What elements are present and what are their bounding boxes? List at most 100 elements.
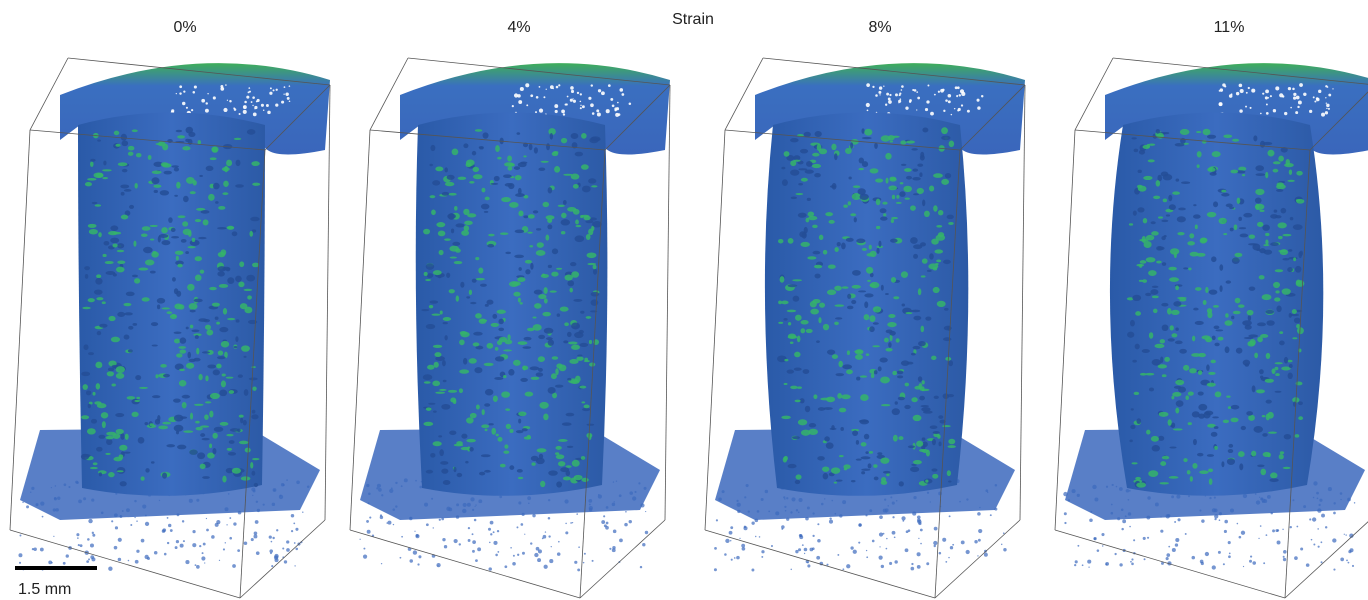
debris xyxy=(1160,530,1163,533)
grain xyxy=(1223,135,1232,139)
grain xyxy=(439,449,444,456)
grain xyxy=(114,131,120,136)
grain xyxy=(1266,400,1272,404)
grain xyxy=(161,162,169,167)
debris xyxy=(565,523,567,525)
grain xyxy=(1143,176,1152,180)
grain xyxy=(901,360,910,365)
grain xyxy=(1178,208,1186,211)
debris xyxy=(775,511,779,515)
grain xyxy=(562,422,572,426)
grain xyxy=(1131,137,1136,139)
grain xyxy=(176,130,182,133)
grain xyxy=(443,480,451,485)
grain xyxy=(238,282,244,288)
grain xyxy=(182,146,190,150)
debris xyxy=(1297,106,1299,108)
grain xyxy=(912,177,921,180)
debris xyxy=(1327,86,1329,88)
debris xyxy=(603,515,605,517)
grain xyxy=(1249,287,1256,291)
grain xyxy=(479,318,487,323)
grain xyxy=(123,303,131,306)
grain xyxy=(534,290,543,295)
grain xyxy=(579,343,588,347)
grain xyxy=(254,483,258,487)
grain xyxy=(209,444,212,449)
grain xyxy=(1279,454,1284,459)
grain xyxy=(1130,425,1135,429)
debris xyxy=(1262,501,1264,503)
grain xyxy=(1168,267,1176,271)
grain xyxy=(796,474,802,479)
grain xyxy=(431,210,436,216)
grain xyxy=(220,249,226,255)
grain xyxy=(1169,204,1176,210)
grain xyxy=(1135,344,1140,350)
rendering xyxy=(10,58,330,598)
grain xyxy=(110,238,119,244)
debris xyxy=(1144,558,1146,560)
grain xyxy=(1265,379,1274,383)
grain xyxy=(95,204,101,206)
debris xyxy=(1266,104,1268,106)
grain xyxy=(445,182,454,186)
grain xyxy=(860,394,869,401)
grain xyxy=(509,202,519,208)
debris xyxy=(1175,538,1179,542)
grain xyxy=(136,153,142,157)
grain xyxy=(1215,391,1222,397)
grain xyxy=(1266,320,1274,326)
grain xyxy=(155,143,162,145)
grain xyxy=(252,458,259,460)
debris xyxy=(522,552,525,555)
grain xyxy=(1151,231,1159,235)
debris xyxy=(478,499,482,503)
grain xyxy=(143,247,153,253)
grain xyxy=(518,162,527,167)
grain xyxy=(529,144,533,150)
debris xyxy=(395,482,397,484)
debris xyxy=(88,519,92,523)
grain xyxy=(1160,339,1165,343)
grain xyxy=(567,280,574,286)
grain xyxy=(423,229,430,235)
grain xyxy=(1275,362,1283,364)
grain xyxy=(475,129,482,132)
grain xyxy=(97,403,107,408)
debris xyxy=(417,563,419,565)
debris xyxy=(619,494,622,497)
debris xyxy=(295,548,298,551)
grain xyxy=(560,307,569,312)
grain xyxy=(216,364,221,369)
grain xyxy=(813,251,821,255)
debris xyxy=(454,539,458,543)
debris xyxy=(640,566,642,568)
box-edge xyxy=(1055,530,1285,598)
grain xyxy=(878,241,881,248)
debris xyxy=(883,86,884,87)
grain xyxy=(1251,451,1256,457)
grain xyxy=(1161,236,1165,240)
grain xyxy=(544,328,554,334)
debris xyxy=(203,543,206,546)
grain xyxy=(1200,237,1207,242)
grain xyxy=(485,389,493,396)
grain xyxy=(226,434,233,437)
debris xyxy=(1001,544,1002,545)
grain xyxy=(201,210,210,214)
debris xyxy=(572,98,573,99)
grain xyxy=(1255,165,1264,171)
grain xyxy=(208,194,215,201)
grain xyxy=(919,172,922,177)
grain xyxy=(856,239,865,244)
grain xyxy=(1187,241,1195,245)
debris xyxy=(985,489,988,492)
grain xyxy=(783,457,787,463)
grain xyxy=(1228,406,1231,409)
grain xyxy=(1133,211,1137,216)
grain xyxy=(252,263,259,268)
grain xyxy=(1266,353,1271,359)
grain xyxy=(136,397,140,399)
grain xyxy=(801,430,810,436)
